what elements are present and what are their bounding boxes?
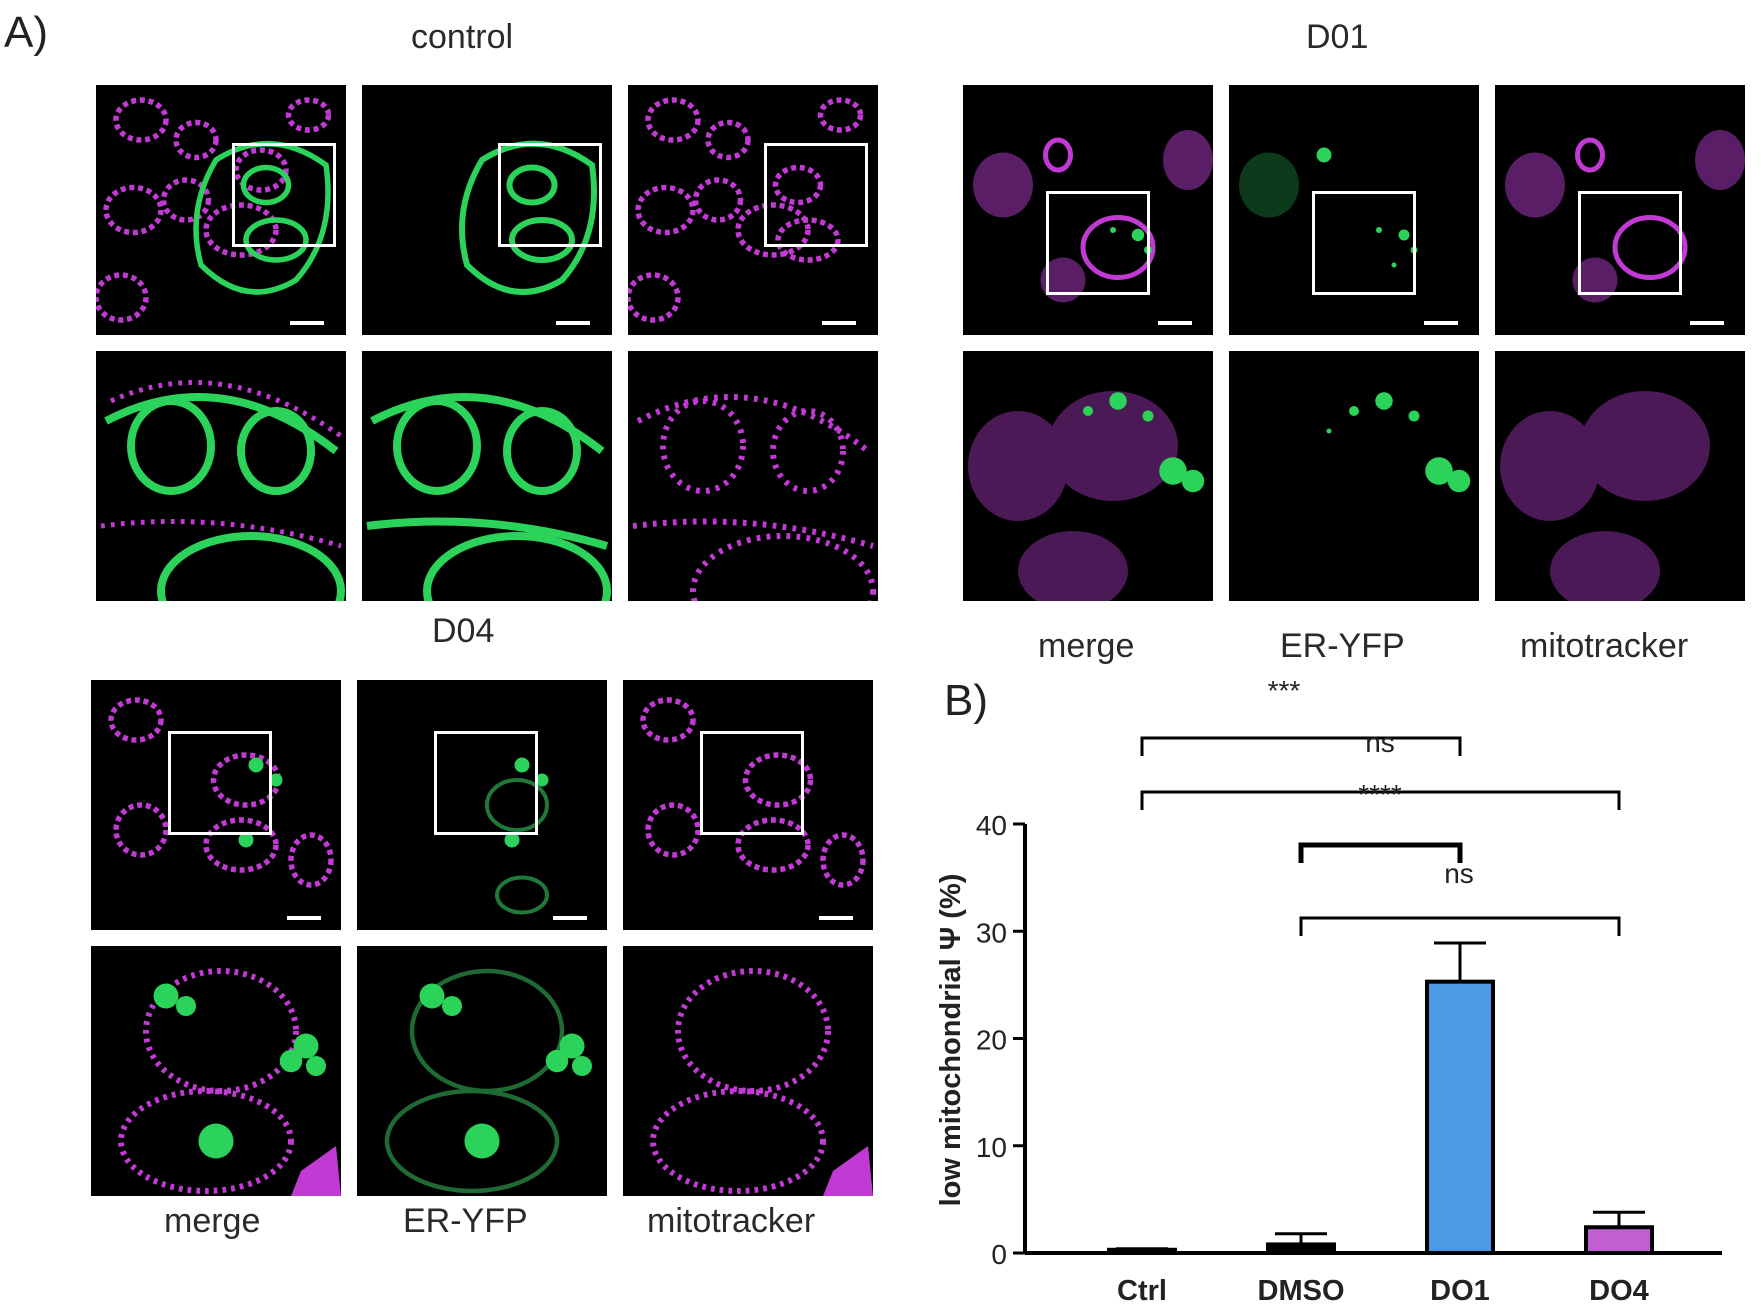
d04-merge-zoom-box <box>168 731 272 835</box>
panel-b-label: B) <box>944 676 988 725</box>
control-er-overview <box>362 85 612 335</box>
control-merge-zoom-box <box>232 143 336 247</box>
x-tick-label-2: DO1 <box>1430 1275 1490 1307</box>
control-er-zoom <box>362 351 612 601</box>
control-merge-scalebar <box>290 321 324 325</box>
control-er-scalebar <box>556 321 590 325</box>
panel-a-label: A) <box>4 8 48 57</box>
bar-dmso <box>1266 1242 1336 1256</box>
d01-col-merge: merge <box>1038 627 1135 665</box>
d04-col-mito: mitotracker <box>647 1202 816 1240</box>
y-tick-label-1: 10 <box>976 1132 1007 1163</box>
d01-col-er: ER-YFP <box>1280 627 1405 665</box>
d01-er-scalebar <box>1424 321 1458 325</box>
y-tick-label-0: 0 <box>991 1239 1007 1270</box>
bar-do1 <box>1425 979 1495 1255</box>
d04-merge-zoom <box>91 946 341 1196</box>
d04-er-zoom <box>357 946 607 1196</box>
d04-er-zoom-box <box>434 731 538 835</box>
x-tick-label-0: Ctrl <box>1117 1275 1167 1307</box>
d04-er-scalebar <box>553 916 587 920</box>
control-mito-overview <box>628 85 878 335</box>
d04-er-overview <box>357 680 607 930</box>
d04-col-er: ER-YFP <box>403 1202 528 1240</box>
control-mito-scalebar <box>822 321 856 325</box>
d04-mito-scalebar <box>819 916 853 920</box>
control-mito-zoom <box>628 351 878 601</box>
d01-col-mito: mitotracker <box>1520 627 1689 665</box>
d04-mito-zoom <box>623 946 873 1196</box>
control-merge-zoom <box>96 351 346 601</box>
control-mito-zoom-box <box>764 143 868 247</box>
sig-label-1: ns <box>1365 727 1395 758</box>
y-tick-label-4: 40 <box>976 810 1007 841</box>
sig-bracket-2 <box>1140 790 1621 810</box>
d01-er-zoom-box <box>1312 191 1416 295</box>
bar-do4 <box>1584 1225 1654 1256</box>
d01-merge-zoom-box <box>1046 191 1150 295</box>
d01-merge-zoom <box>963 351 1213 601</box>
d04-merge-scalebar <box>287 916 321 920</box>
d01-mito-scalebar <box>1690 321 1724 325</box>
control-er-zoom-box <box>498 143 602 247</box>
x-tick-label-1: DMSO <box>1258 1275 1345 1307</box>
sig-bracket-1 <box>1140 736 1462 756</box>
d04-merge-overview <box>91 680 341 930</box>
d01-title: D01 <box>1306 18 1369 56</box>
d01-mito-zoom <box>1495 351 1745 601</box>
control-title: control <box>411 18 514 56</box>
d01-merge-scalebar <box>1158 321 1192 325</box>
d01-mito-zoom-box <box>1578 191 1682 295</box>
x-tick-label-3: DO4 <box>1589 1275 1649 1307</box>
sig-bracket-4 <box>1299 916 1621 936</box>
sig-label-0: *** <box>1268 675 1301 706</box>
d01-er-zoom <box>1229 351 1479 601</box>
y-axis-label: low mitochondrial Ψ (%) <box>935 874 967 1207</box>
d04-col-merge: merge <box>164 1202 261 1240</box>
d04-mito-overview <box>623 680 873 930</box>
d04-title: D04 <box>432 612 495 650</box>
control-merge-overview <box>96 85 346 335</box>
y-tick-label-2: 20 <box>976 1025 1007 1056</box>
d04-mito-zoom-box <box>700 731 804 835</box>
bar-ctrl <box>1107 1247 1177 1255</box>
sig-label-2: **** <box>1358 779 1402 810</box>
sig-label-4: ns <box>1444 858 1474 889</box>
sig-bracket-3 <box>1298 842 1463 863</box>
y-tick-label-3: 30 <box>976 917 1007 948</box>
